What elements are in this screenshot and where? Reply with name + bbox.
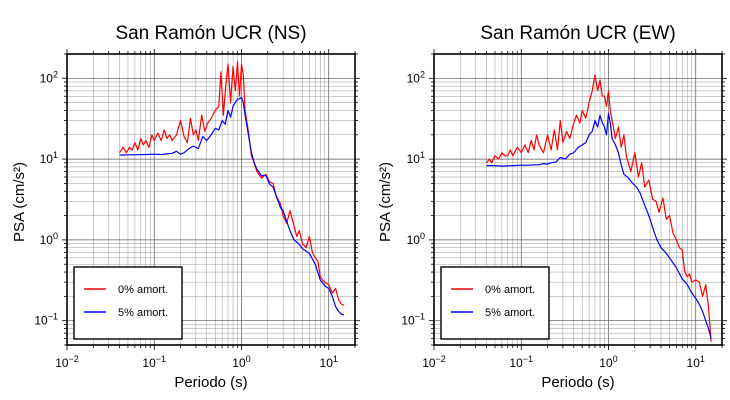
legend: 0% amort. 5% amort.	[440, 266, 550, 340]
chart-panel-ew: San Ramón UCR (EW) 10−2 10−1 100 101 10−1 100…	[377, 23, 727, 391]
y-tick-label: 10−1	[34, 312, 58, 328]
legend-label: 5% amort.	[485, 307, 535, 319]
x-tick-label: 10−2	[422, 354, 446, 370]
series-line-5-amort-	[486, 112, 712, 339]
chart-title: San Ramón UCR (EW)	[480, 23, 675, 44]
x-tick-label: 10−2	[55, 354, 79, 370]
grid	[66, 53, 356, 346]
y-tick-label: 101	[40, 150, 58, 166]
legend-label: 0% amort.	[118, 284, 168, 296]
y-tick-label: 100	[40, 231, 58, 247]
y-axis-label: PSA (cm/s²)	[11, 162, 28, 242]
y-tick-label: 102	[407, 69, 425, 85]
plot-area: 10−2 10−1 100 101 10−1 100 101 102 0% amort. 5% a…	[34, 49, 360, 370]
chart-panel-ns: San Ramón UCR (NS) 10−2 10−1 100 101 10−1 100…	[11, 23, 360, 391]
plot-frame	[66, 53, 356, 346]
series-line-5-amort-	[119, 96, 345, 316]
x-tick-label: 101	[320, 354, 338, 370]
legend-box	[440, 266, 550, 340]
series-line-0-amort-	[119, 61, 345, 306]
x-axis-label: Periodo (s)	[541, 374, 614, 391]
y-tick-label: 10−1	[401, 312, 425, 328]
legend-box	[73, 266, 183, 340]
legend-label: 5% amort.	[118, 307, 168, 319]
legend: 0% amort. 5% amort.	[73, 266, 183, 340]
chart-title: San Ramón UCR (NS)	[115, 23, 306, 44]
x-tick-label: 101	[687, 354, 705, 370]
y-tick-label: 101	[407, 150, 425, 166]
x-tick-label: 10−1	[142, 354, 166, 370]
x-tick-label: 10−1	[509, 354, 533, 370]
series-group	[486, 74, 712, 342]
plot-frame	[433, 53, 723, 346]
y-tick-label: 102	[40, 69, 58, 85]
series-group	[119, 61, 345, 316]
x-tick-label: 100	[232, 354, 250, 370]
legend-label: 0% amort.	[485, 284, 535, 296]
x-axis-label: Periodo (s)	[174, 374, 247, 391]
y-axis-label: PSA (cm/s²)	[377, 162, 394, 242]
plot-area: 10−2 10−1 100 101 10−1 100 101 102 0% amort. 5% a…	[401, 49, 727, 370]
series-line-0-amort-	[486, 74, 712, 342]
x-tick-label: 100	[599, 354, 617, 370]
y-tick-label: 100	[407, 231, 425, 247]
